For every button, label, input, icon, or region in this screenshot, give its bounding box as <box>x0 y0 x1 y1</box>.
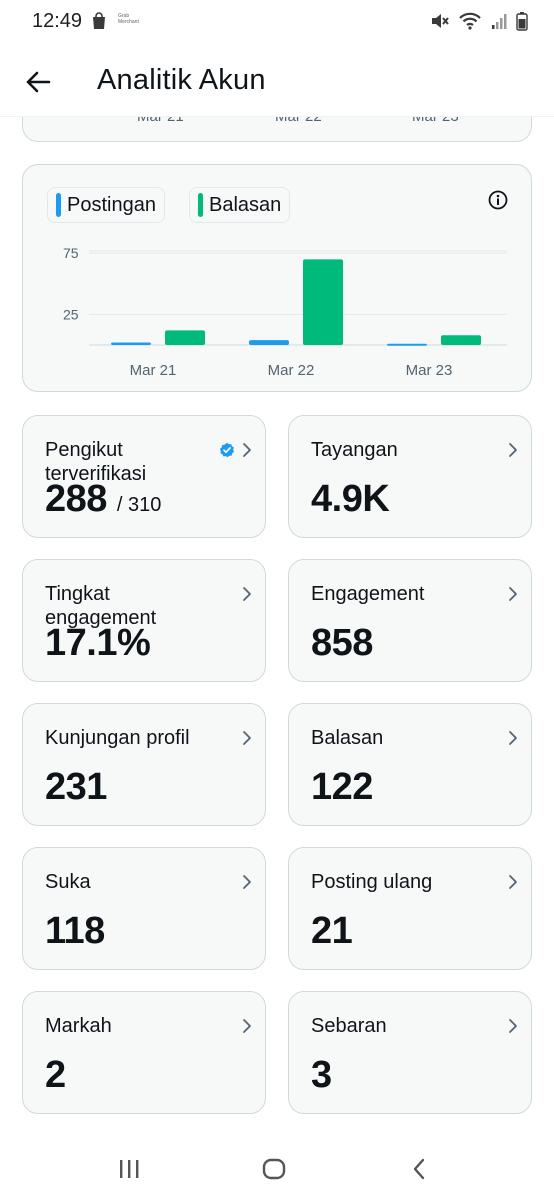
stat-number: 118 <box>45 910 105 952</box>
stat-number: 122 <box>311 766 373 808</box>
chevron-right-icon <box>243 443 251 457</box>
wifi-icon <box>459 12 481 30</box>
legend-swatch <box>198 193 203 217</box>
legend-balasan[interactable]: Balasan <box>189 187 291 223</box>
system-nav-bar <box>0 1140 554 1200</box>
recent-apps-button[interactable] <box>109 1154 149 1184</box>
stat-label: Tingkat engagement <box>45 583 157 629</box>
page-title: Analitik Akun <box>97 64 266 96</box>
stat-value: 122 <box>311 766 373 809</box>
stat-value: 858 <box>311 622 373 665</box>
activity-chart-card: 25 75 Mar 21 Mar 22 Mar 23 Postingan Balasan <box>22 164 532 392</box>
stat-number: 17.1% <box>45 622 151 664</box>
stat-number: 288 <box>45 478 107 520</box>
status-time: 12:49 <box>32 10 83 32</box>
legend-label: Postingan <box>67 193 156 216</box>
chevron-right-icon <box>509 587 517 601</box>
stat-number: 21 <box>311 910 353 952</box>
header-divider <box>0 116 554 117</box>
stat-label: Engagement <box>311 583 425 605</box>
bar-postingan-2 <box>387 343 427 346</box>
header-background <box>0 44 554 116</box>
bar-chart: 25 75 Mar 21 Mar 22 Mar 23 <box>63 245 507 379</box>
signal-icon <box>492 14 507 29</box>
stat-value: 3 <box>311 1054 332 1097</box>
x-tick-label: Mar 22 <box>268 362 315 379</box>
stat-value: 231 <box>45 766 107 809</box>
verified-badge-icon <box>219 442 234 458</box>
stat-label: Pengikut terverifikasi <box>45 439 147 485</box>
stat-number: 231 <box>45 766 107 808</box>
stat-number: 4.9K <box>311 478 390 520</box>
stat-value: 288 / 310 <box>45 478 161 521</box>
x-tick-label: Mar 21 <box>130 362 177 379</box>
back-button[interactable] <box>20 64 56 100</box>
stat-total: / 310 <box>116 494 162 516</box>
legend-postingan[interactable]: Postingan <box>47 187 165 223</box>
stat-card[interactable]: Engagement 858 <box>288 559 532 682</box>
stat-value: 4.9K <box>311 478 390 521</box>
stat-card[interactable]: Posting ulang 21 <box>288 847 532 970</box>
y-tick-label: 75 <box>63 245 79 261</box>
recent-apps-icon <box>120 1160 139 1178</box>
x-tick-label: Mar 23 <box>406 362 453 379</box>
info-icon[interactable] <box>487 189 509 211</box>
stat-card[interactable]: Tingkat engagement 17.1% <box>22 559 266 682</box>
stat-label: Posting ulang <box>311 871 433 893</box>
bar-postingan-1 <box>249 340 289 345</box>
chevron-right-icon <box>243 587 251 601</box>
battery-icon <box>516 12 528 31</box>
system-back-button[interactable] <box>399 1154 439 1184</box>
stat-card[interactable]: Sebaran 3 <box>288 991 532 1114</box>
chevron-right-icon <box>509 1019 517 1033</box>
stat-value: 2 <box>45 1054 66 1097</box>
stat-card[interactable]: Pengikut terverifikasi 288 / 310 <box>22 415 266 538</box>
stat-label: Tayangan <box>311 439 398 461</box>
stat-label: Markah <box>45 1015 112 1037</box>
stat-label: Balasan <box>311 727 384 749</box>
stat-card[interactable]: Tayangan 4.9K <box>288 415 532 538</box>
chevron-right-icon <box>509 875 517 889</box>
arrow-left-icon <box>26 71 51 93</box>
chevron-left-icon <box>413 1158 425 1180</box>
bar-balasan-2 <box>441 335 481 345</box>
chevron-right-icon <box>243 1019 251 1033</box>
stat-value: 118 <box>45 910 105 953</box>
mute-icon <box>432 14 449 28</box>
chevron-right-icon <box>509 443 517 457</box>
stat-number: 3 <box>311 1054 332 1096</box>
stat-number: 858 <box>311 622 373 664</box>
stat-label: Sebaran <box>311 1015 387 1037</box>
stat-card[interactable]: Suka 118 <box>22 847 266 970</box>
stat-card[interactable]: Balasan 122 <box>288 703 532 826</box>
legend-label: Balasan <box>209 193 282 216</box>
home-icon <box>262 1158 286 1180</box>
stat-value: 17.1% <box>45 622 151 665</box>
app-header: Analitik Akun <box>0 44 554 116</box>
stat-number: 2 <box>45 1054 66 1096</box>
bar-balasan-1 <box>303 259 343 345</box>
bar-balasan-0 <box>165 330 205 345</box>
bar-postingan-0 <box>111 342 151 345</box>
chevron-right-icon <box>243 875 251 889</box>
system-icons <box>429 10 528 32</box>
stat-card[interactable]: Markah 2 <box>22 991 266 1114</box>
stat-value: 21 <box>311 910 353 953</box>
status-bar: 12:49 Grab Merchant <box>0 0 554 44</box>
chevron-right-icon <box>509 731 517 745</box>
stat-label: Suka <box>45 871 91 893</box>
merchant-logo-text: Grab Merchant <box>118 13 139 25</box>
chevron-right-icon <box>243 731 251 745</box>
y-tick-label: 25 <box>63 306 79 322</box>
stat-card[interactable]: Kunjungan profil 231 <box>22 703 266 826</box>
stat-label: Kunjungan profil <box>45 727 190 749</box>
legend-swatch <box>56 193 61 217</box>
shopping-bag-icon <box>93 12 105 29</box>
home-button[interactable] <box>254 1154 294 1184</box>
